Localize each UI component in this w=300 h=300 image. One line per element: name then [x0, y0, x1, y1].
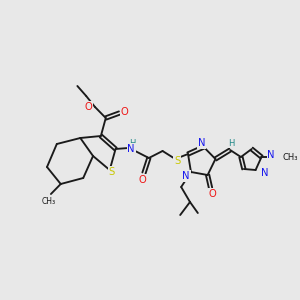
Text: H: H: [228, 139, 234, 148]
Text: N: N: [182, 171, 190, 181]
Text: N: N: [128, 144, 135, 154]
Text: O: O: [208, 189, 216, 199]
Text: O: O: [138, 175, 146, 185]
Text: N: N: [260, 168, 268, 178]
Text: N: N: [267, 150, 275, 160]
Text: CH₃: CH₃: [42, 196, 56, 206]
Text: O: O: [84, 102, 92, 112]
Text: N: N: [198, 138, 206, 148]
Text: CH₃: CH₃: [282, 152, 298, 161]
Text: H: H: [129, 139, 135, 148]
Text: S: S: [174, 156, 180, 166]
Text: S: S: [109, 167, 115, 177]
Text: O: O: [121, 107, 128, 117]
